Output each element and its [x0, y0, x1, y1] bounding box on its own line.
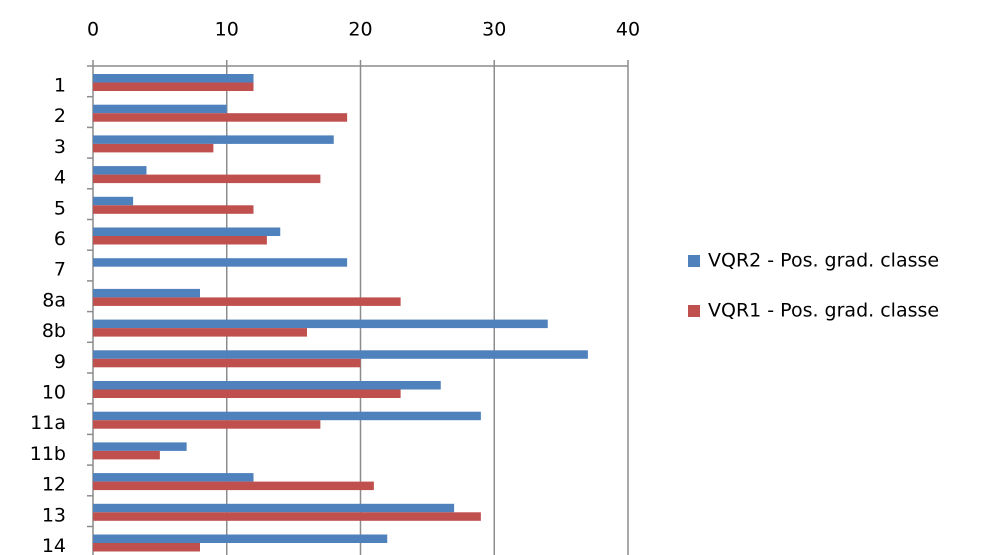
bar — [93, 258, 348, 267]
bar — [93, 104, 227, 114]
bar — [93, 503, 455, 513]
bar — [93, 420, 321, 429]
y-tick-label: 11b — [30, 443, 66, 465]
x-tick-label: 40 — [616, 19, 640, 41]
bar — [93, 74, 254, 83]
legend-swatch — [688, 255, 700, 267]
y-tick-label: 5 — [54, 197, 66, 219]
y-tick-label: 1 — [54, 75, 66, 97]
y-tick-label: 7 — [54, 259, 66, 281]
y-tick-label: 3 — [54, 136, 66, 158]
bar — [93, 166, 147, 175]
y-tick-label: 2 — [54, 105, 66, 127]
legend-label: VQR2 - Pos. grad. classe — [708, 250, 939, 272]
bar — [93, 481, 374, 491]
y-tick-label: 14 — [42, 535, 66, 555]
bar — [93, 450, 160, 460]
bar — [93, 174, 321, 184]
bar — [93, 205, 254, 214]
y-tick-label: 8b — [42, 320, 66, 342]
bar — [93, 442, 187, 451]
bar — [93, 288, 200, 298]
legend-label: VQR1 - Pos. grad. classe — [708, 300, 939, 322]
bar — [93, 236, 267, 245]
x-tick-label: 30 — [482, 19, 506, 41]
bar — [93, 389, 401, 398]
bar — [93, 473, 254, 482]
x-tick-label: 20 — [348, 19, 372, 41]
y-tick-label: 6 — [54, 228, 66, 250]
bar — [93, 196, 134, 206]
bar — [93, 543, 200, 552]
legend-swatch — [688, 305, 700, 317]
bar — [93, 350, 588, 359]
bar — [93, 328, 307, 337]
y-tick-label: 8a — [42, 289, 66, 311]
bar — [93, 512, 481, 521]
bar — [93, 227, 281, 236]
y-tick-label: 13 — [42, 504, 66, 526]
y-tick-label: 11a — [30, 412, 66, 434]
bar — [93, 411, 481, 421]
bar — [93, 358, 361, 368]
bar — [93, 319, 548, 329]
bar — [93, 82, 254, 91]
y-tick-label: 4 — [54, 167, 66, 189]
bar — [93, 135, 334, 144]
bar — [93, 113, 348, 122]
x-tick-label: 10 — [215, 19, 239, 41]
x-tick-label: 0 — [87, 19, 99, 41]
bar — [93, 534, 388, 543]
bar — [93, 297, 401, 306]
y-tick-label: 10 — [42, 382, 66, 404]
y-tick-label: 12 — [42, 474, 66, 496]
y-tick-label: 9 — [54, 351, 66, 373]
bar — [93, 381, 441, 390]
bar — [93, 143, 214, 153]
